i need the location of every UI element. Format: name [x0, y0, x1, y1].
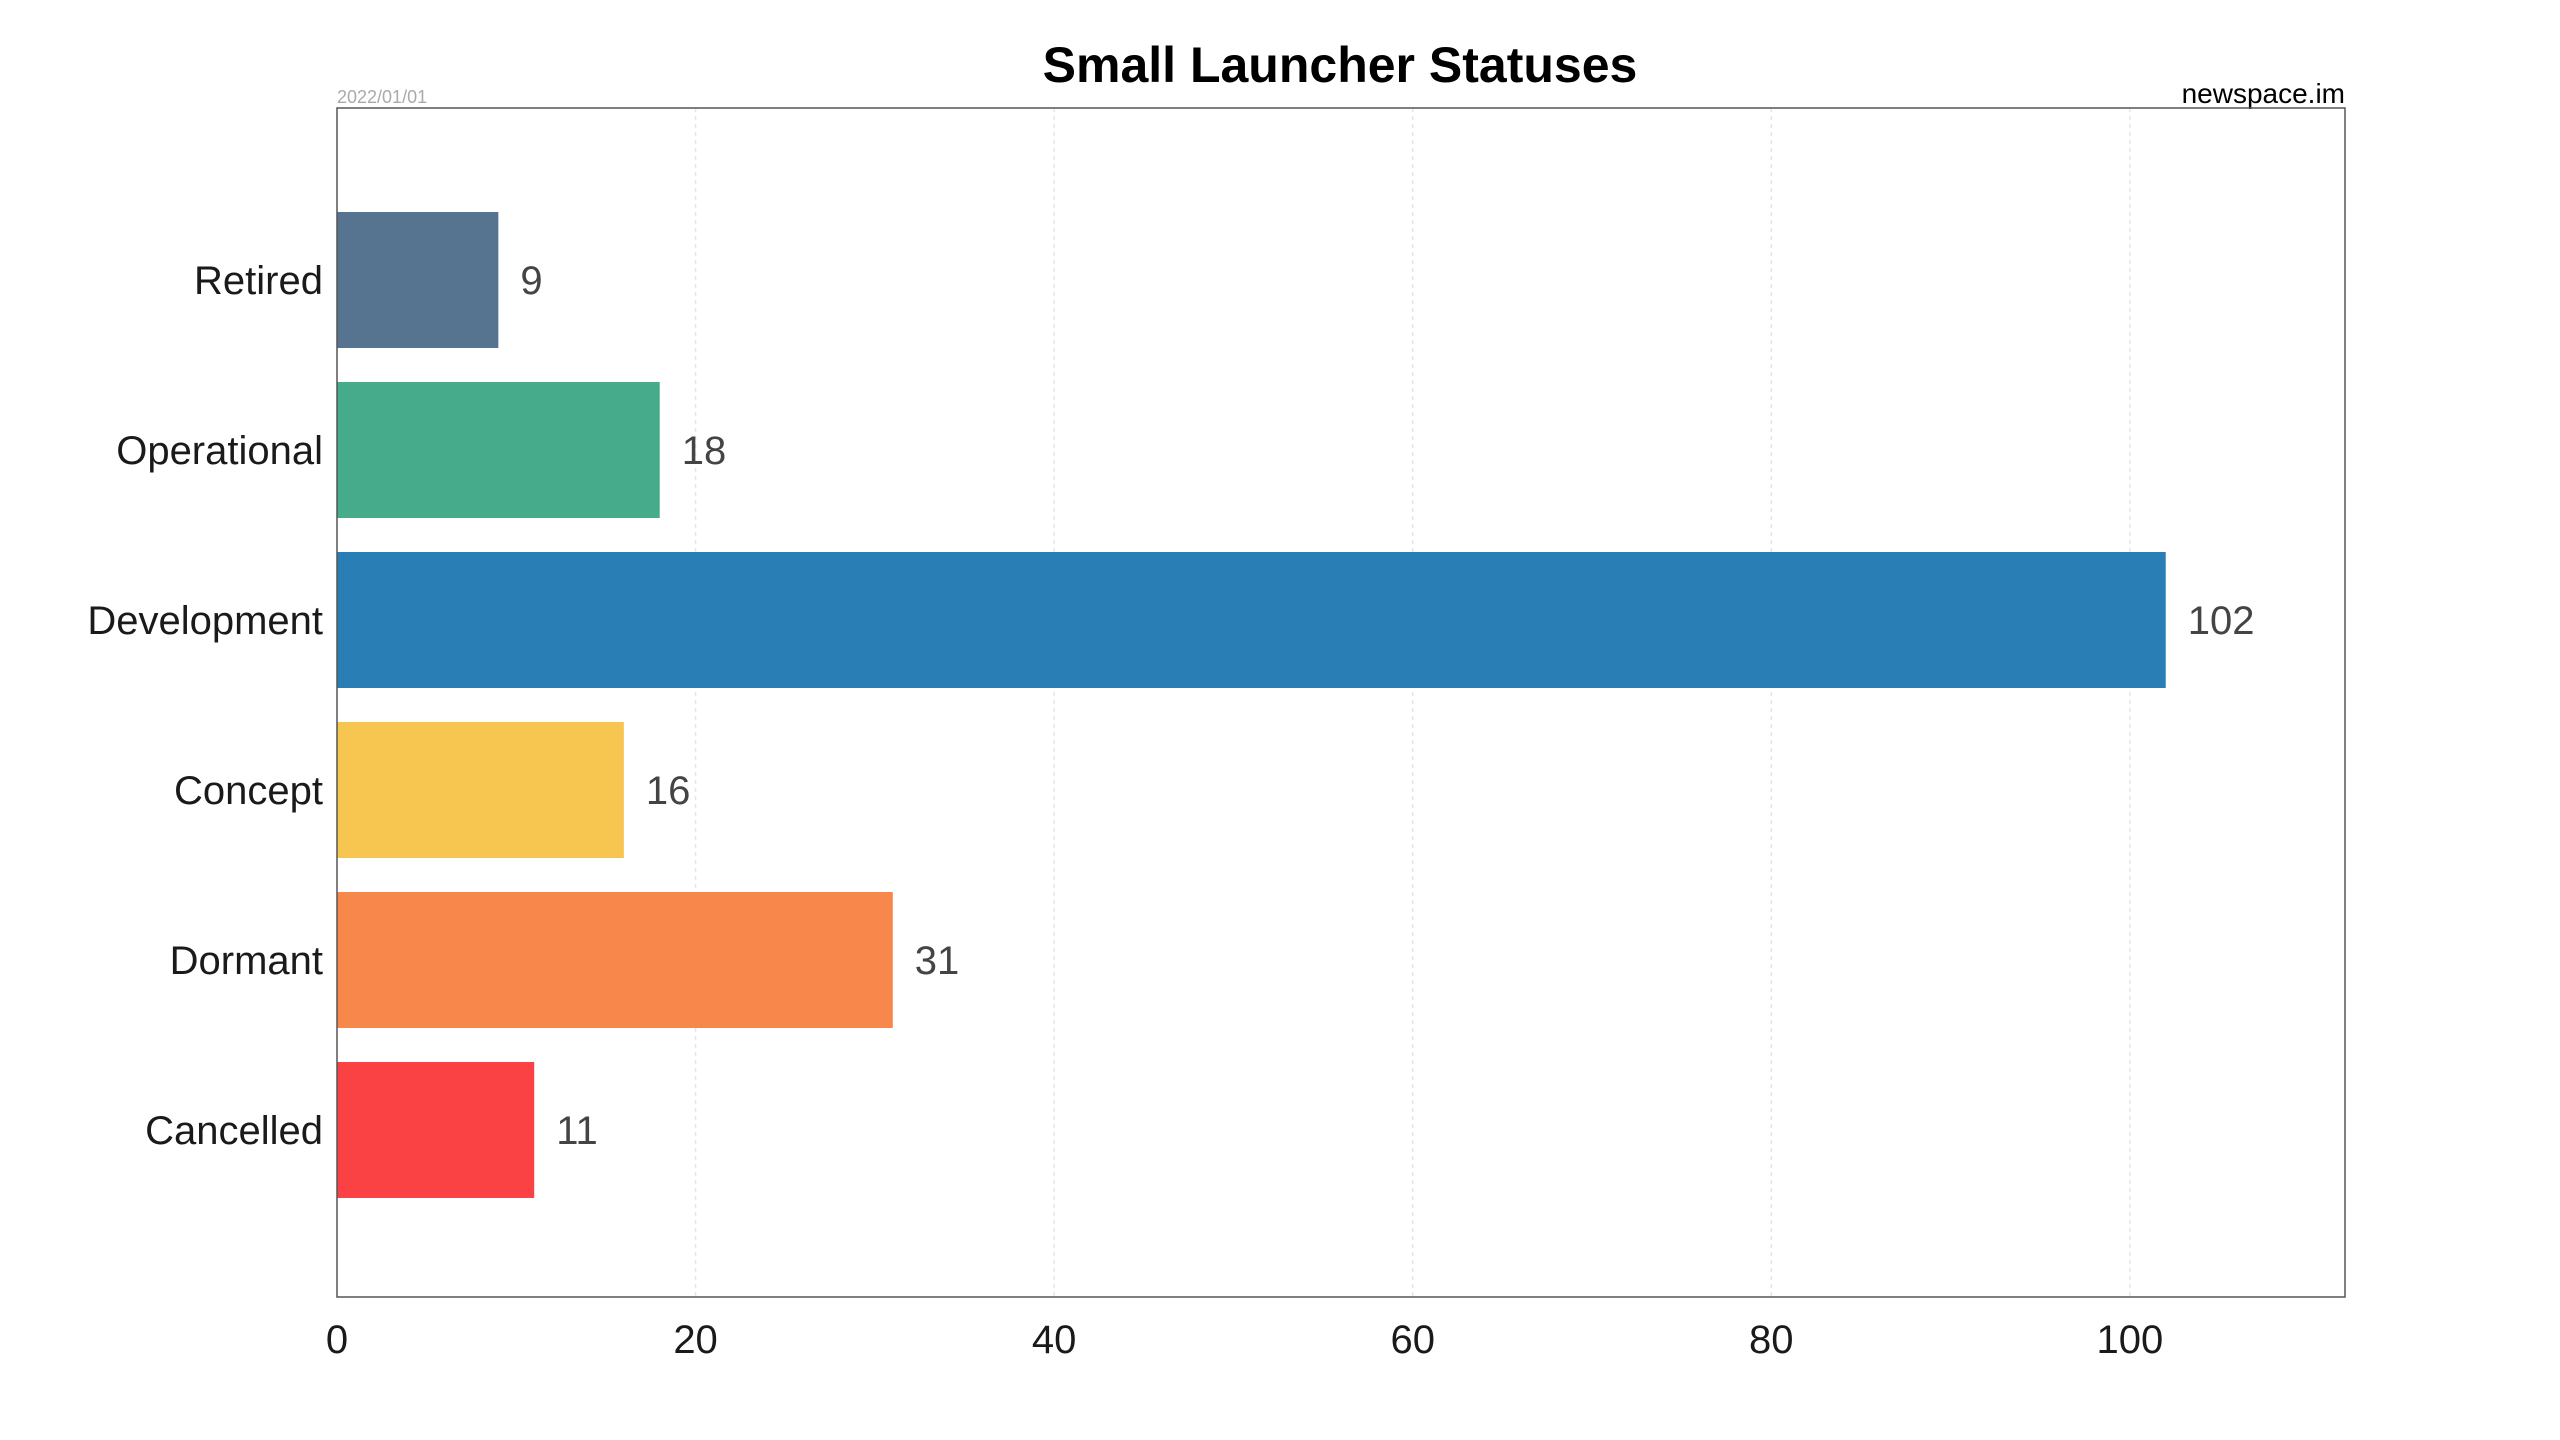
y-axis-ticks: Retired Operational Development Concept Dorm… [87, 259, 323, 1153]
y-tick-label: Retired [194, 259, 323, 303]
bars [337, 212, 2166, 1198]
bar-value-label: 18 [682, 429, 727, 473]
bar-concept [337, 722, 624, 858]
x-tick-label: 60 [1390, 1318, 1435, 1362]
x-tick-label: 0 [326, 1318, 348, 1362]
bar-value-label: 102 [2188, 599, 2255, 643]
bar-retired [337, 212, 499, 348]
grid-lines [694, 108, 2131, 1297]
y-tick-label: Cancelled [145, 1109, 323, 1153]
plot-frame [336, 107, 2346, 1298]
x-tick-label: 40 [1032, 1318, 1077, 1362]
y-tick-label: Concept [174, 769, 323, 813]
x-tick-label: 100 [2096, 1318, 2163, 1362]
bar-dormant [337, 892, 893, 1028]
bar-value-label: 16 [646, 769, 691, 813]
bar-value-label: 11 [556, 1109, 598, 1153]
bar-development [337, 552, 2166, 688]
value-labels: 9 18 102 16 31 11 [520, 259, 2254, 1153]
bar-value-label: 9 [520, 259, 542, 303]
y-tick-label: Dormant [170, 939, 323, 983]
y-tick-label: Operational [116, 429, 323, 473]
y-tick-label: Development [87, 599, 323, 643]
chart-date: 2022/01/01 [337, 87, 427, 107]
x-tick-label: 80 [1749, 1318, 1794, 1362]
x-tick-label: 20 [673, 1318, 718, 1362]
chart-source: newspace.im [2182, 78, 2345, 109]
chart-title: Small Launcher Statuses [1043, 37, 1638, 93]
x-axis-ticks: 0 20 40 60 80 100 [326, 1318, 2163, 1362]
bar-cancelled [337, 1062, 535, 1198]
bar-value-label: 31 [915, 939, 960, 983]
bar-operational [337, 382, 660, 518]
